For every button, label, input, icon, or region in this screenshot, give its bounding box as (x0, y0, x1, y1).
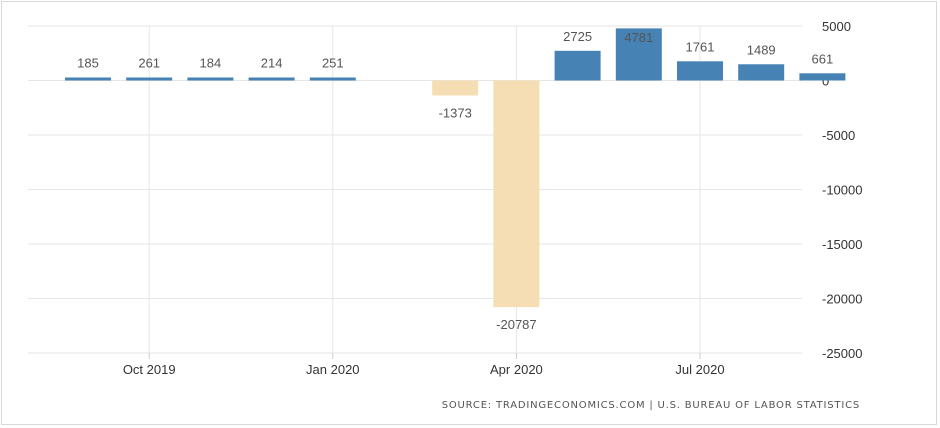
x-tick-label: Apr 2020 (490, 362, 543, 377)
bar-aug-2020 (738, 64, 785, 81)
data-label: -20787 (496, 317, 536, 332)
data-label: 185 (77, 56, 99, 71)
data-label: 261 (138, 56, 160, 71)
data-label: 1761 (686, 39, 715, 54)
source-note: SOURCE: TRADINGECONOMICS.COM | U.S. BURE… (441, 400, 860, 411)
bar-dec-2019 (248, 77, 295, 81)
bar-jan-2020 (309, 77, 356, 81)
y-tick-label: 0 (822, 74, 829, 89)
data-label: 4781 (624, 30, 653, 45)
x-tick-label: Jan 2020 (306, 362, 360, 377)
bar-apr-2020 (493, 80, 540, 308)
bar-oct-2019 (126, 77, 173, 81)
bar-sep-2019 (65, 77, 111, 81)
x-tick-label: Jul 2020 (675, 362, 724, 377)
bar-jun-2020 (615, 28, 662, 81)
y-tick-label: -5000 (822, 128, 855, 143)
data-label: 251 (322, 56, 344, 71)
bar-sep-2020 (799, 73, 846, 81)
y-tick-label: 5000 (822, 19, 851, 34)
bar-mar-2020 (432, 80, 479, 96)
data-label: 184 (200, 56, 222, 71)
y-tick-label: -25000 (822, 346, 862, 361)
y-tick-label: -15000 (822, 237, 862, 252)
data-label: 1489 (747, 42, 776, 57)
data-label: 214 (261, 56, 283, 71)
data-label: 2725 (563, 29, 592, 44)
bar-may-2020 (554, 50, 601, 81)
y-tick-label: -10000 (822, 183, 862, 198)
data-label: -1373 (439, 105, 472, 120)
bar-nov-2019 (187, 77, 234, 81)
x-tick-label: Oct 2019 (123, 362, 176, 377)
y-tick-label: -20000 (822, 292, 862, 307)
bar-jul-2020 (677, 61, 723, 81)
data-label: 661 (812, 51, 834, 66)
